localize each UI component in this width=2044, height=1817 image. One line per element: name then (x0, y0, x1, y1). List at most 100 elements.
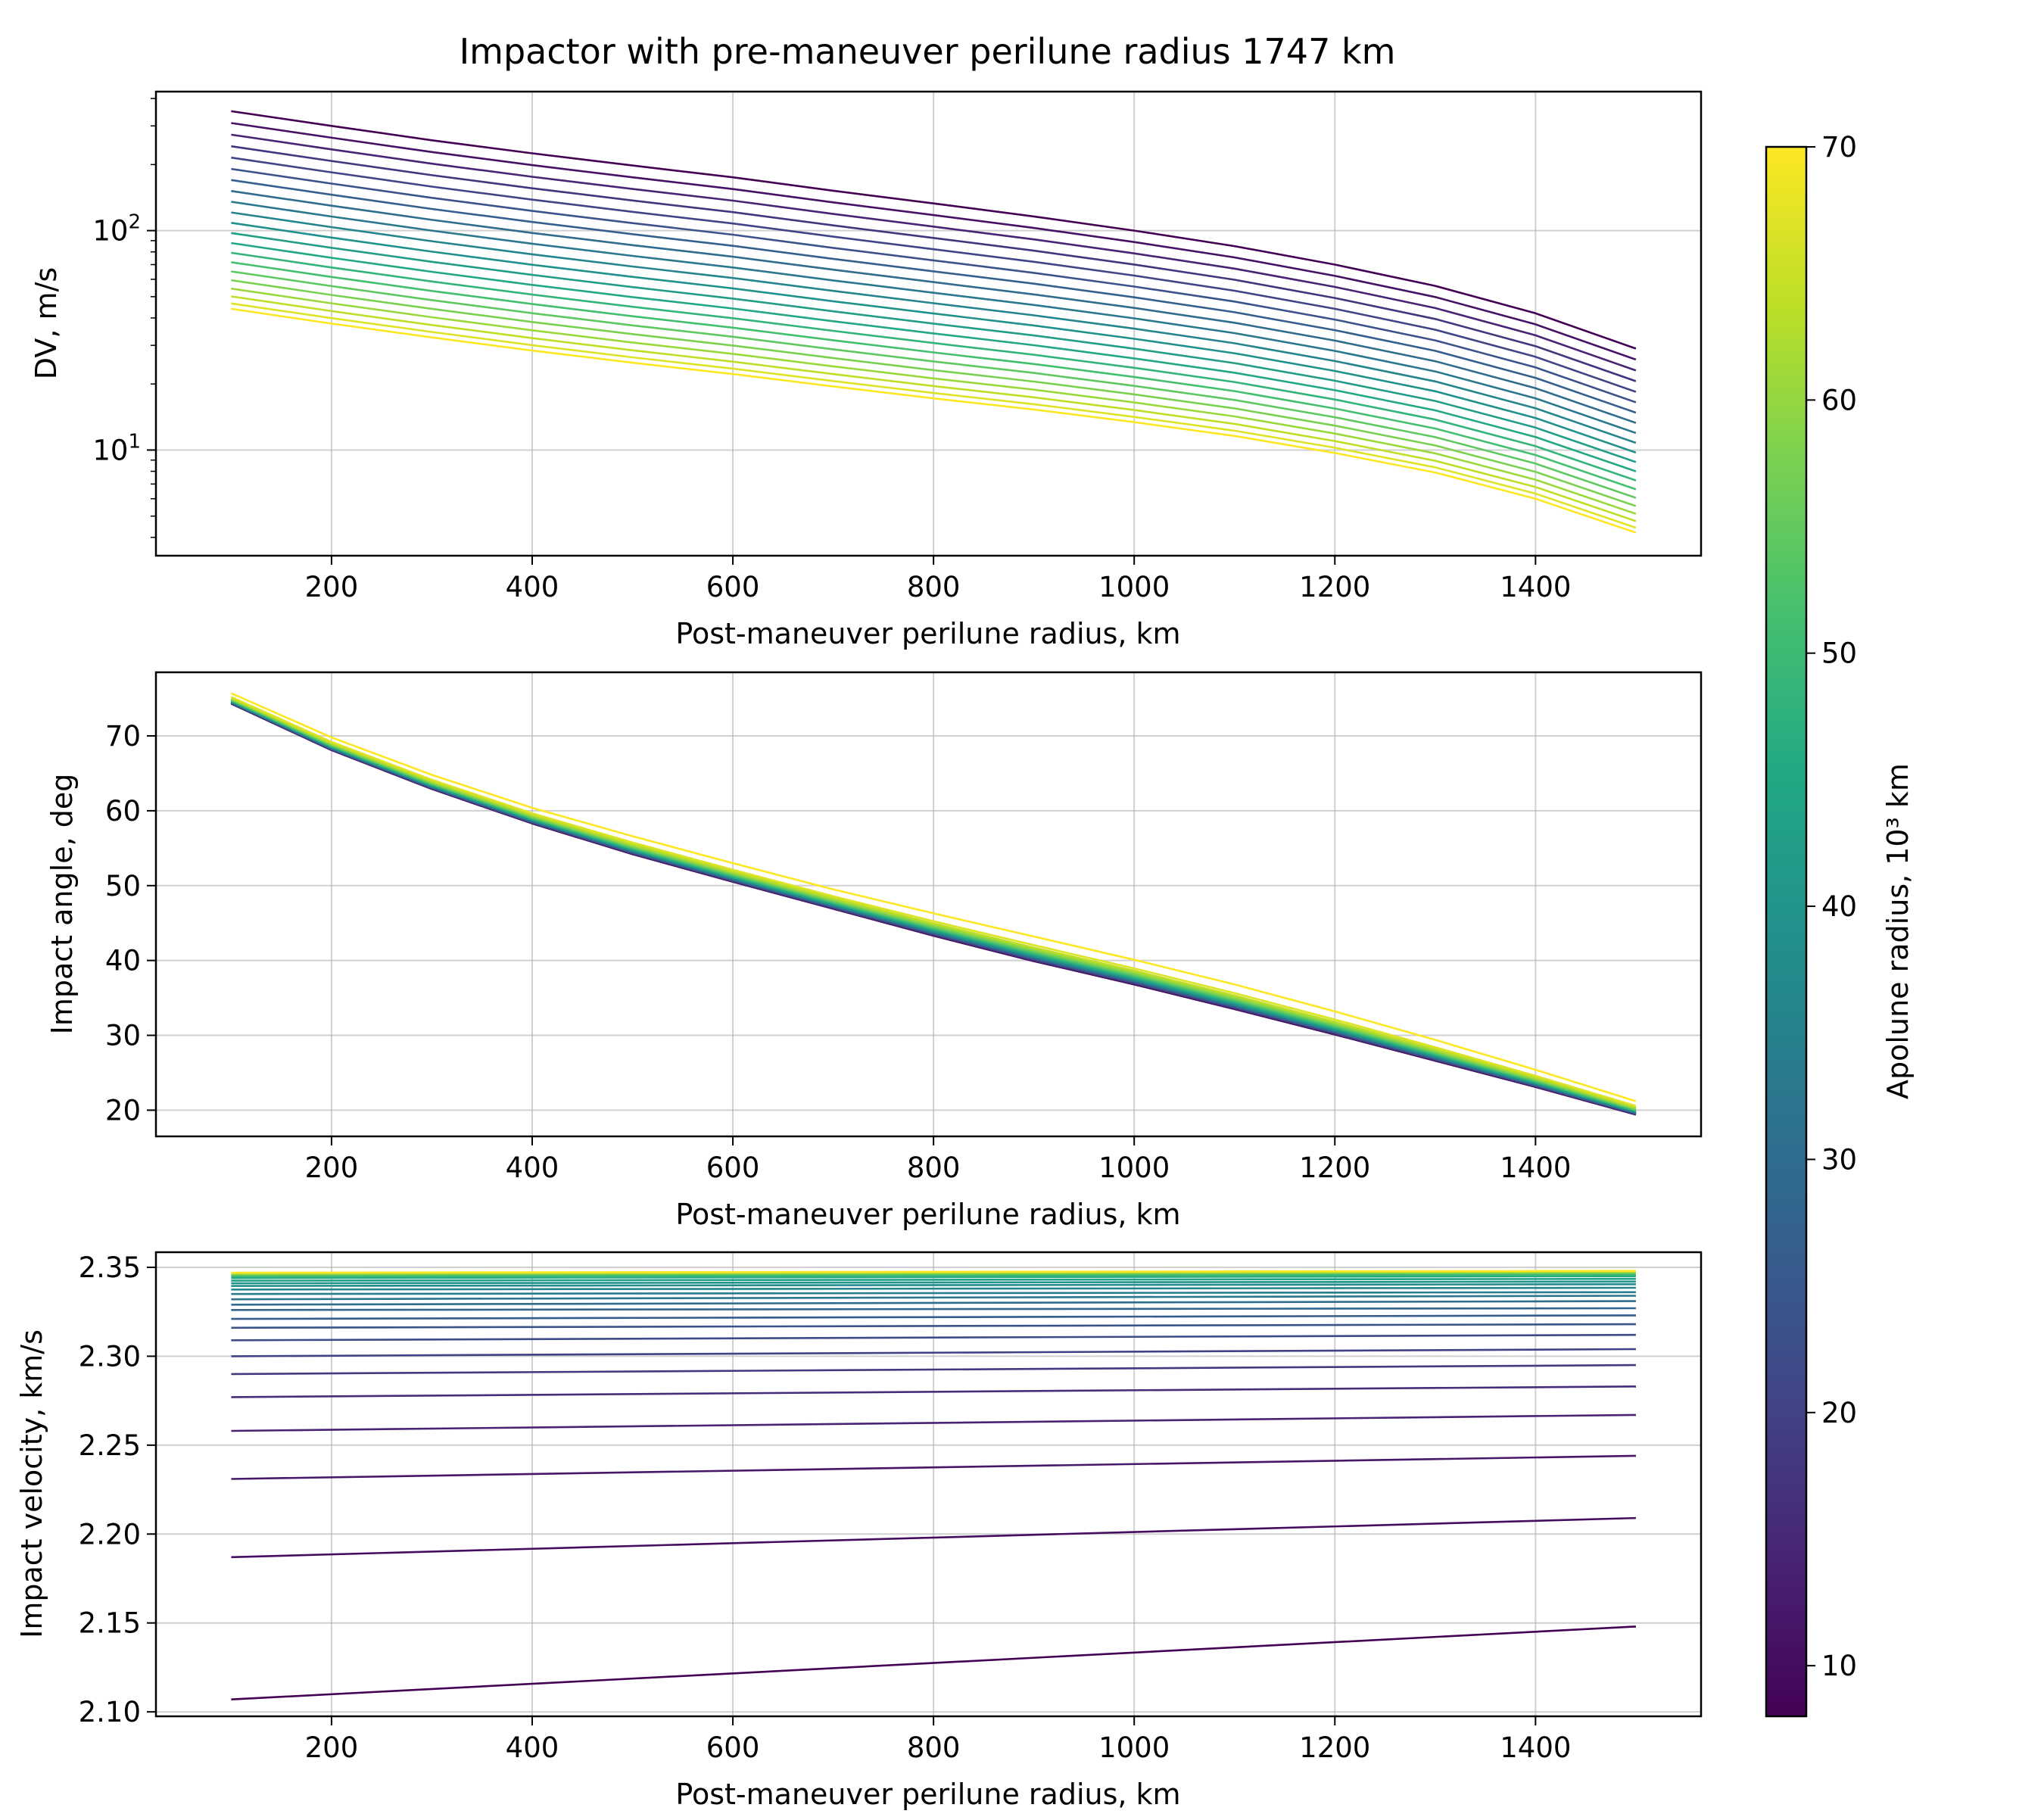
series-line (231, 122, 1637, 361)
x-tick-label: 800 (907, 1731, 961, 1764)
series-line (231, 1314, 1636, 1320)
x-tick-label: 1400 (1500, 1152, 1571, 1184)
series-line (231, 1307, 1636, 1311)
series-line (231, 110, 1637, 350)
y-tick-label: 50 (105, 870, 141, 902)
x-tick-label: 1000 (1098, 1152, 1170, 1184)
dv-ylabel: DV, m/s (30, 267, 63, 379)
y-tick-label: 30 (105, 1020, 141, 1052)
series-line (231, 133, 1637, 372)
angle-xlabel: Post-maneuver perilune radius, km (675, 1198, 1180, 1231)
series-line (231, 1272, 1636, 1276)
angle-lines (230, 692, 1637, 1116)
x-tick-label: 600 (706, 1731, 760, 1764)
angle-ylabel: Impact angle, deg (45, 774, 79, 1035)
x-tick-label: 1200 (1299, 1731, 1370, 1764)
series-line (231, 179, 1637, 414)
y-tick-label: 2.25 (79, 1429, 141, 1462)
x-tick-label: 600 (706, 1152, 760, 1184)
x-tick-label: 400 (506, 571, 559, 603)
y-tick-label: 70 (105, 720, 141, 753)
x-tick-label: 200 (305, 571, 359, 603)
series-line (231, 201, 1637, 435)
series-line (231, 232, 1637, 463)
series-line (231, 1291, 1636, 1295)
velocity-grid (156, 1252, 1701, 1716)
x-tick-label: 400 (506, 1731, 559, 1764)
series-line (231, 145, 1637, 382)
panel-angle: 200 400 600 800 1000 1200 1400 20 30 40 50 60 70 Po… (45, 671, 1703, 1231)
series-line (231, 1625, 1636, 1700)
y-tick-label: 2.35 (79, 1251, 141, 1284)
colorbar-ticks: 10 20 30 40 50 60 70 (1806, 131, 1857, 1682)
series-line (231, 1295, 1636, 1301)
dv-axes-frame (154, 90, 1703, 557)
series-line (231, 190, 1637, 424)
y-tick-label: 2.30 (79, 1340, 141, 1373)
series-line (231, 302, 1637, 529)
x-tick-label: 1000 (1098, 1731, 1170, 1764)
colorbar-tick-label: 60 (1821, 384, 1857, 416)
series-line (231, 1275, 1636, 1279)
series-line (230, 696, 1637, 1108)
series-line (231, 251, 1637, 482)
x-tick-label: 1400 (1500, 1731, 1571, 1764)
series-line (231, 1270, 1636, 1274)
figure-title: Impactor with pre-maneuver perilune radi… (460, 31, 1396, 72)
y-tick-label: 60 (105, 795, 141, 827)
series-line (231, 1364, 1636, 1376)
series-line (230, 692, 1637, 1102)
dv-grid (156, 92, 1701, 556)
velocity-y-ticks: 2.10 2.15 2.20 2.25 2.30 2.35 (79, 1251, 156, 1728)
x-tick-label: 400 (506, 1152, 559, 1184)
colorbar-label: Apolune radius, 10³ km (1881, 763, 1915, 1099)
angle-x-ticks: 200 400 600 800 1000 1200 1400 (305, 1136, 1571, 1184)
dv-x-ticks: 200 400 600 800 1000 1200 1400 (305, 556, 1571, 603)
series-line (231, 1300, 1636, 1306)
series-line (231, 261, 1637, 491)
series-line (231, 1454, 1636, 1480)
y-tick-label: 102 (92, 211, 141, 248)
x-tick-label: 200 (305, 1731, 359, 1764)
x-tick-label: 1200 (1299, 1152, 1370, 1184)
y-tick-label: 20 (105, 1094, 141, 1127)
y-tick-label: 2.15 (79, 1607, 141, 1640)
x-tick-label: 800 (907, 1152, 961, 1184)
colorbar-tick-label: 70 (1821, 131, 1857, 164)
x-tick-label: 200 (305, 1152, 359, 1184)
x-tick-label: 800 (907, 571, 961, 603)
series-line (231, 242, 1637, 472)
series-line (231, 295, 1637, 522)
velocity-lines (231, 1270, 1636, 1700)
series-line (230, 697, 1637, 1108)
series-line (231, 1348, 1636, 1357)
velocity-ylabel: Impact velocity, km/s (15, 1329, 48, 1638)
colorbar-tick-label: 30 (1821, 1143, 1857, 1176)
x-tick-label: 1000 (1098, 571, 1170, 603)
colorbar-tick-label: 20 (1821, 1397, 1857, 1429)
series-line (231, 1323, 1636, 1329)
series-line (231, 1385, 1636, 1398)
velocity-axes-frame (154, 1251, 1703, 1718)
series-line (231, 222, 1637, 454)
colorbar-gradient (1766, 147, 1806, 1716)
colorbar-tick-label: 50 (1821, 637, 1857, 670)
series-line (231, 279, 1637, 507)
series-line (231, 1516, 1636, 1559)
y-tick-label: 2.20 (79, 1518, 141, 1551)
series-line (231, 167, 1637, 404)
angle-y-ticks: 20 30 40 50 60 70 (105, 720, 156, 1127)
velocity-x-ticks: 200 400 600 800 1000 1200 1400 (305, 1716, 1571, 1764)
series-line (231, 1277, 1636, 1282)
velocity-xlabel: Post-maneuver perilune radius, km (675, 1778, 1180, 1811)
x-tick-label: 1200 (1299, 571, 1370, 603)
dv-y-ticks: 101 102 (92, 98, 156, 538)
series-line (231, 1413, 1636, 1432)
y-tick-label: 40 (105, 945, 141, 977)
colorbar-tick-label: 40 (1821, 890, 1857, 923)
series-line (231, 1333, 1636, 1342)
series-line (231, 307, 1637, 534)
angle-axes-frame (154, 671, 1703, 1138)
series-line (231, 211, 1637, 444)
series-line (231, 1280, 1636, 1285)
